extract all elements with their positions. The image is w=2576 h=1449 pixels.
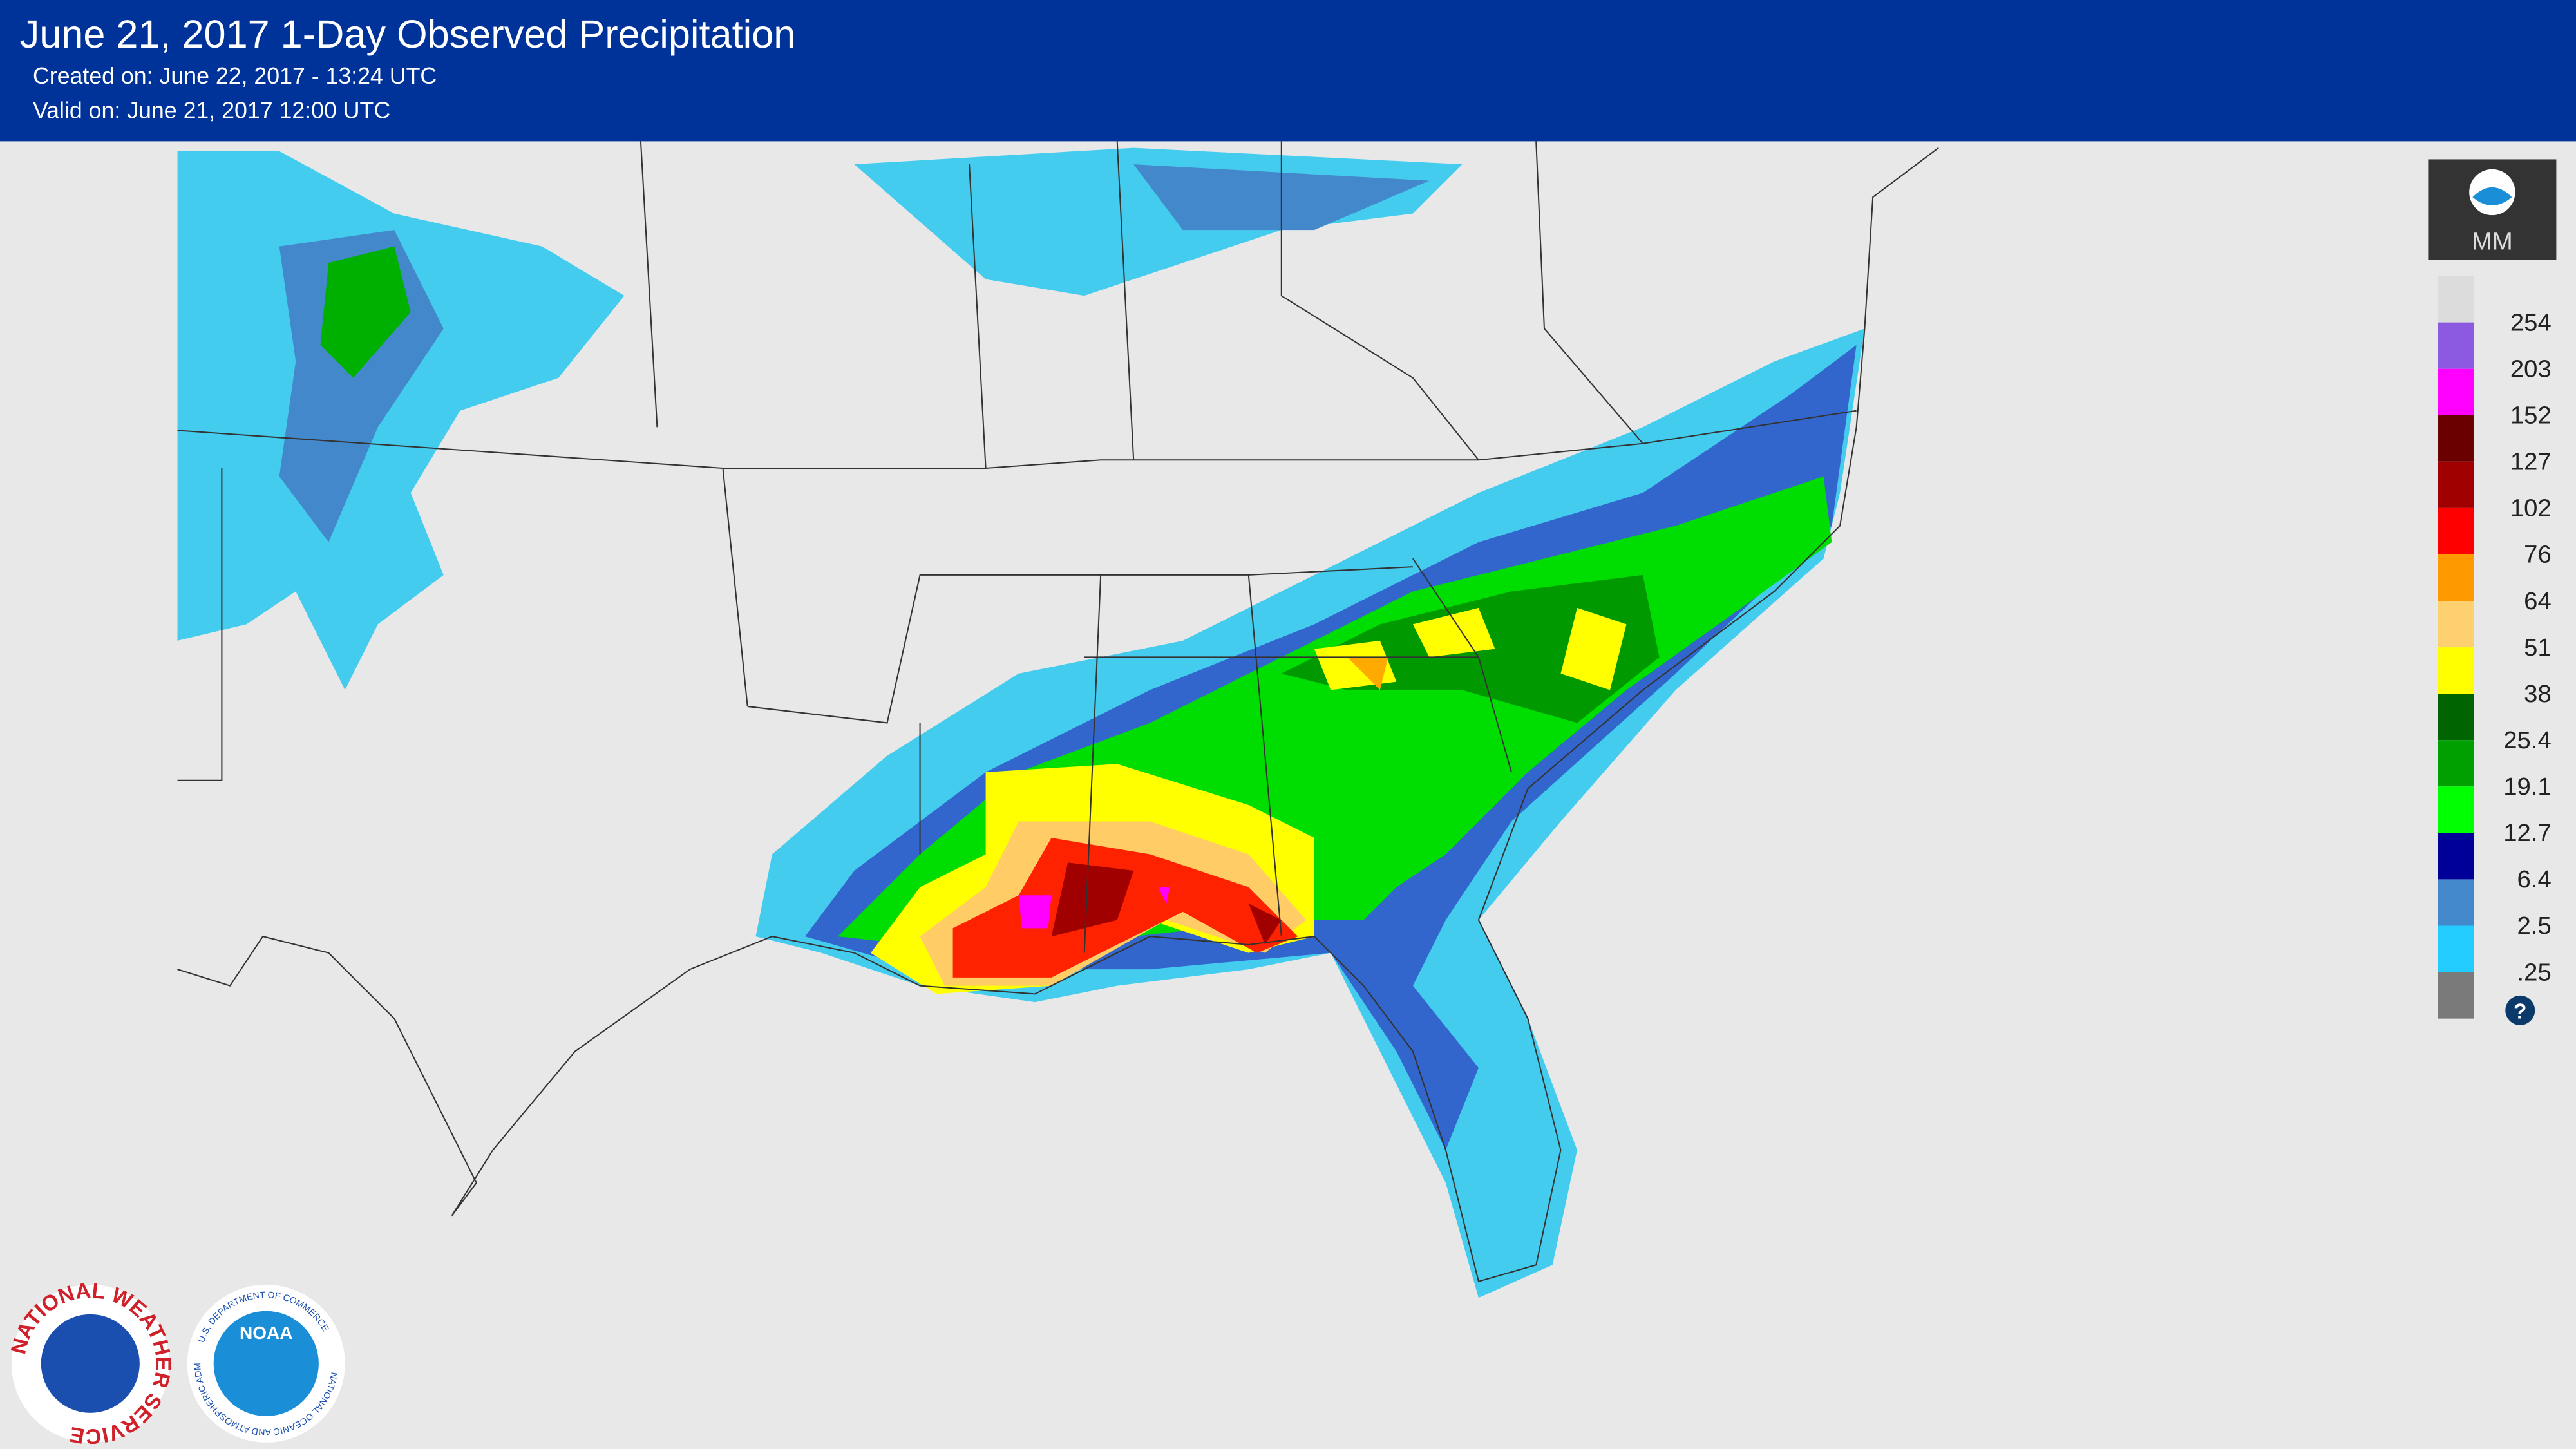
precip-magenta (1018, 887, 1170, 929)
state-lines (177, 141, 1857, 953)
legend-swatch (2438, 601, 2474, 648)
precip-yellow (1314, 607, 1627, 690)
precip-orange (1347, 657, 1388, 690)
legend-label: 76 (2524, 541, 2552, 569)
legend-label: 12.7 (2503, 819, 2551, 847)
precip-green (320, 246, 411, 378)
legend-swatch (2438, 879, 2474, 926)
help-button[interactable] (2505, 995, 2535, 1025)
legend-label: 203 (2510, 355, 2552, 383)
noaa-icon-wave (2472, 187, 2512, 205)
legend-swatch (2438, 740, 2474, 787)
legend-label: .25 (2517, 958, 2552, 986)
legend-swatch (2438, 368, 2474, 415)
legend-label: 254 (2510, 308, 2552, 336)
created-date: Created on: June 22, 2017 - 13:24 UTC (33, 63, 437, 89)
valid-date: Valid on: June 21, 2017 12:00 UTC (33, 98, 390, 124)
legend-label: 102 (2510, 495, 2552, 522)
legend-swatch (2438, 833, 2474, 880)
boundaries (177, 141, 1939, 1283)
precip-red (952, 838, 1298, 978)
legend-label: 152 (2510, 402, 2552, 430)
legend-label: 38 (2524, 680, 2552, 708)
title: June 21, 2017 1-Day Observed Precipitati… (20, 12, 796, 56)
legend-swatch (2438, 322, 2474, 369)
legend-label: 25.4 (2503, 726, 2551, 754)
legend-swatch (2438, 972, 2474, 1019)
legend-swatch (2438, 507, 2474, 554)
legend-swatch (2438, 554, 2474, 601)
legend-swatch (2438, 647, 2474, 694)
noaa-logo-text: NOAA (240, 1323, 293, 1343)
precipitation (177, 147, 1865, 1298)
legend-label: 51 (2524, 634, 2552, 661)
legend-label: 2.5 (2517, 912, 2552, 940)
legend: MM ? 254 203 152 127 102 76 64 51 38 25.4 19.1 12.7… (2428, 159, 2557, 1025)
legend-unit: MM (2472, 228, 2513, 256)
precip-darkred (1051, 862, 1282, 945)
legend-label: 19.1 (2503, 773, 2551, 800)
legend-swatch (2438, 276, 2474, 323)
legend-swatch (2438, 786, 2474, 833)
help-icon[interactable]: ? (2514, 1000, 2526, 1024)
legend-label: 64 (2524, 587, 2552, 615)
legend-label: 127 (2510, 448, 2552, 476)
legend-swatch (2438, 415, 2474, 462)
legend-label: 6.4 (2517, 866, 2552, 893)
legend-swatch (2438, 461, 2474, 508)
header-bar (0, 0, 2576, 142)
nws-logo-center (41, 1314, 140, 1413)
legend-swatch (2438, 694, 2474, 741)
legend-swatch (2438, 925, 2474, 972)
coastline (177, 147, 1939, 1283)
noaa-logo-center (213, 1311, 319, 1416)
